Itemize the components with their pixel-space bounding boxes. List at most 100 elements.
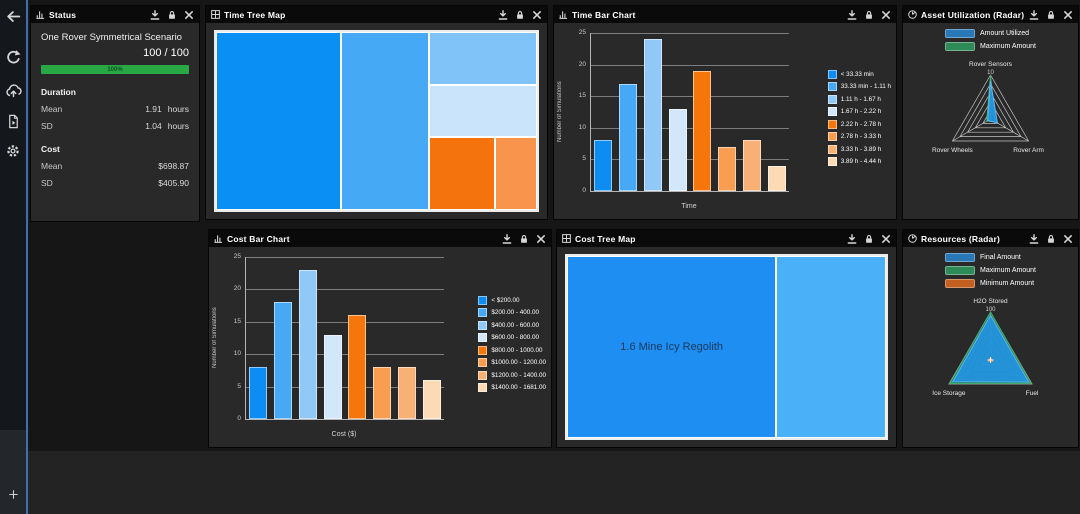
cost-tree-map-chart: 1.6 Mine Icy Regolith	[557, 247, 896, 447]
back-arrow-icon	[5, 11, 22, 28]
panel-header[interactable]: Status	[31, 6, 199, 23]
legend-label: $200.00 - 400.00	[491, 309, 539, 317]
bar	[742, 140, 761, 191]
scenario-name: One Rover Symmetrical Scenario	[41, 32, 182, 43]
treemap-tile[interactable]: 1.6 Mine Icy Regolith	[567, 256, 777, 438]
lock-button[interactable]	[1046, 10, 1056, 20]
legend-item[interactable]: Maximum Amount	[944, 266, 1036, 275]
download-button[interactable]	[1029, 9, 1039, 20]
legend-swatch	[478, 358, 488, 368]
legend-item[interactable]: 2.22 h - 2.78 h	[827, 119, 891, 129]
treemap-tile[interactable]	[776, 256, 886, 438]
lock-button[interactable]	[864, 234, 874, 244]
panel-header[interactable]: Asset Utilization (Radar)	[903, 6, 1078, 23]
upload-cloud-icon	[5, 84, 22, 102]
legend-swatch	[478, 320, 488, 330]
legend-item[interactable]: $1200.00 - 1400.00	[478, 370, 546, 380]
legend-item[interactable]: $200.00 - 400.00	[478, 308, 546, 318]
radar-tick-label: 100	[985, 307, 996, 313]
download-button[interactable]	[502, 232, 512, 247]
legend-label: $400.00 - 600.00	[491, 321, 539, 329]
legend-item[interactable]: 3.33 h - 3.89 h	[827, 144, 891, 154]
row-label: SD	[41, 178, 53, 188]
legend-item[interactable]: 1.11 h - 1.67 h	[827, 94, 891, 104]
legend-swatch	[944, 29, 975, 38]
legend-item[interactable]: 1.67 h - 2.22 h	[827, 107, 891, 117]
close-button[interactable]	[881, 234, 891, 244]
panel-header[interactable]: Time Bar Chart	[554, 6, 896, 23]
treemap-tile[interactable]	[216, 32, 342, 210]
run-scenario-button[interactable]	[6, 114, 21, 129]
close-button[interactable]	[536, 234, 546, 244]
lock-button[interactable]	[167, 10, 177, 20]
download-button[interactable]	[847, 233, 857, 244]
legend-swatch	[478, 308, 488, 318]
panel-header[interactable]: Resources (Radar)	[903, 230, 1078, 247]
y-tick-label: 20	[233, 285, 241, 293]
gridline	[246, 386, 444, 388]
close-button[interactable]	[881, 10, 891, 20]
plot-area	[590, 33, 789, 192]
panel-title: Asset Utilization (Radar)	[921, 9, 1025, 20]
lock-button[interactable]	[1046, 234, 1056, 244]
treemap-tile[interactable]	[429, 32, 537, 86]
legend-item[interactable]: < 33.33 min	[827, 69, 891, 79]
panel-title: Status	[49, 9, 77, 20]
panel-header[interactable]: Time Tree Map	[206, 6, 547, 23]
legend-item[interactable]: $400.00 - 600.00	[478, 320, 546, 330]
legend-item[interactable]: Amount Utilized	[944, 29, 1029, 38]
settings-button[interactable]	[5, 143, 21, 159]
treemap-tile[interactable]	[429, 85, 537, 137]
lock-button[interactable]	[519, 234, 529, 244]
close-button[interactable]	[1063, 10, 1073, 20]
x-axis-label: Time	[681, 203, 697, 210]
treemap-tile[interactable]	[494, 137, 537, 210]
legend-item[interactable]: Minimum Amount	[944, 279, 1034, 288]
close-button[interactable]	[184, 10, 194, 20]
back-button[interactable]	[5, 8, 22, 25]
add-panel-button[interactable]	[8, 489, 19, 500]
close-button[interactable]	[532, 10, 542, 20]
legend: Amount Utilized Maximum Amount	[944, 29, 1036, 51]
legend-item[interactable]: $1400.00 - 1681.00	[478, 383, 546, 393]
legend-item[interactable]: $1000.00 - 1200.00	[478, 358, 546, 368]
y-tick-label: 5	[237, 382, 241, 390]
legend-item[interactable]: $600.00 - 800.00	[478, 333, 546, 343]
download-button[interactable]	[150, 9, 160, 20]
bar	[274, 302, 293, 419]
legend-item[interactable]: Maximum Amount	[944, 42, 1036, 51]
lock-button[interactable]	[515, 10, 525, 20]
upload-button[interactable]	[5, 82, 22, 99]
treemap-tile[interactable]	[429, 137, 495, 210]
bar	[422, 380, 441, 419]
radar-axis-label: Ice Storage	[932, 390, 966, 397]
radar-series	[951, 314, 1030, 383]
treemap-tile[interactable]	[341, 32, 430, 210]
legend-label: $1000.00 - 1200.00	[491, 359, 546, 367]
plus-icon	[8, 488, 19, 503]
panel-header[interactable]: Cost Tree Map	[557, 230, 896, 247]
panel-title: Cost Bar Chart	[227, 233, 290, 244]
legend-item[interactable]: 3.89 h - 4.44 h	[827, 157, 891, 167]
download-button[interactable]	[1029, 233, 1039, 244]
y-tick-label: 20	[578, 60, 586, 68]
download-icon	[502, 232, 512, 247]
legend-item[interactable]: 2.78 h - 3.33 h	[827, 132, 891, 142]
legend-item[interactable]: 33.33 min - 1.11 h	[827, 82, 891, 92]
lock-button[interactable]	[864, 10, 874, 20]
download-button[interactable]	[847, 9, 857, 20]
panel-title: Resources (Radar)	[921, 233, 1000, 244]
y-tick-label: 0	[237, 415, 241, 422]
refresh-button[interactable]	[5, 49, 22, 66]
legend-item[interactable]: $800.00 - 1000.00	[478, 345, 546, 355]
panel-header[interactable]: Cost Bar Chart	[209, 230, 551, 247]
bar	[767, 165, 786, 191]
legend-item[interactable]: Final Amount	[944, 253, 1021, 262]
asset-utilization-radar-chart: Amount Utilized Maximum Amount Rover Senso…	[903, 23, 1078, 219]
close-icon	[881, 8, 891, 23]
row-value: 1.91	[145, 104, 162, 114]
download-button[interactable]	[498, 9, 508, 20]
close-button[interactable]	[1063, 234, 1073, 244]
legend-label: $800.00 - 1000.00	[491, 346, 543, 354]
legend-item[interactable]: < $200.00	[478, 295, 546, 305]
